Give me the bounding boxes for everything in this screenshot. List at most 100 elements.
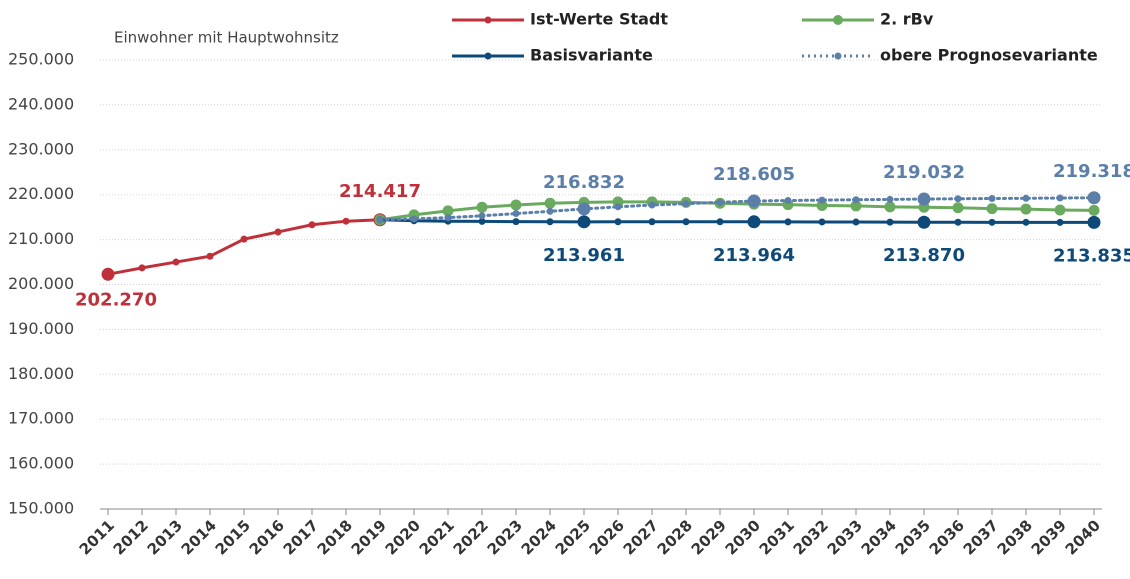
x-tick-label: 2034: [858, 516, 900, 558]
legend-label: obere Prognosevariante: [880, 46, 1098, 65]
point: [1022, 218, 1030, 226]
point: [577, 215, 591, 229]
point: [240, 235, 248, 243]
point: [747, 194, 761, 208]
series-line: [378, 218, 1096, 224]
legend-marker: [834, 52, 842, 60]
point: [917, 215, 931, 229]
x-tick-label: 2038: [994, 516, 1036, 558]
data-label: 218.605: [713, 164, 795, 185]
point: [1020, 203, 1032, 215]
point: [954, 218, 962, 226]
y-tick-label: 150.000: [8, 499, 74, 518]
point: [172, 258, 180, 266]
y-tick-label: 200.000: [8, 274, 74, 293]
point: [1022, 194, 1030, 202]
point: [206, 252, 214, 260]
data-label: 213.964: [713, 245, 795, 266]
point: [988, 195, 996, 203]
point: [1087, 191, 1101, 205]
x-tick-label: 2016: [246, 516, 288, 558]
point: [716, 218, 724, 226]
x-tick-label: 2027: [620, 516, 662, 558]
data-label: 213.835: [1053, 245, 1130, 266]
point: [308, 221, 316, 229]
point: [342, 217, 350, 225]
y-tick-label: 240.000: [8, 94, 74, 113]
point: [818, 218, 826, 226]
point: [614, 203, 622, 211]
y-axis-label: Einwohner mit Hauptwohnsitz: [114, 29, 339, 47]
x-tick-label: 2013: [144, 516, 186, 558]
x-tick-label: 2012: [110, 516, 152, 558]
legend-label: 2. rBv: [880, 10, 934, 29]
x-tick-label: 2035: [892, 516, 934, 558]
legend-label: Basisvariante: [530, 46, 653, 65]
x-tick-label: 2017: [280, 516, 322, 558]
point: [510, 199, 522, 211]
y-tick-label: 190.000: [8, 319, 74, 338]
point: [376, 216, 384, 224]
point: [577, 202, 591, 216]
point: [850, 200, 862, 212]
point: [101, 267, 115, 281]
y-tick-label: 170.000: [8, 409, 74, 428]
point: [1054, 204, 1066, 216]
x-tick-label: 2039: [1028, 516, 1070, 558]
x-tick-label: 2022: [450, 516, 492, 558]
data-label: 213.961: [543, 245, 625, 266]
x-tick-label: 2015: [212, 516, 254, 558]
point: [614, 218, 622, 226]
point: [784, 218, 792, 226]
x-tick-label: 2014: [178, 516, 220, 558]
data-label: 213.870: [883, 245, 965, 266]
point: [274, 228, 282, 236]
point: [546, 218, 554, 226]
data-label: 219.318: [1053, 161, 1130, 182]
y-tick-label: 180.000: [8, 364, 74, 383]
point: [784, 197, 792, 205]
point: [648, 201, 656, 209]
point: [747, 215, 761, 229]
point: [816, 199, 828, 211]
point: [138, 264, 146, 272]
point: [478, 212, 486, 220]
point: [1056, 194, 1064, 202]
legend-label: Ist-Werte Stadt: [530, 10, 668, 29]
y-tick-label: 250.000: [8, 50, 74, 69]
point: [852, 218, 860, 226]
x-tick-label: 2040: [1062, 516, 1104, 558]
point: [612, 196, 624, 208]
point: [818, 196, 826, 204]
point: [886, 195, 894, 203]
point: [988, 218, 996, 226]
x-tick-label: 2031: [756, 516, 798, 558]
point: [952, 202, 964, 214]
legend-marker: [484, 16, 492, 24]
point: [986, 203, 998, 215]
point: [546, 207, 554, 215]
data-label: 202.270: [75, 289, 157, 310]
x-tick-label: 2025: [552, 516, 594, 558]
x-tick-label: 2033: [824, 516, 866, 558]
series-line: [106, 218, 382, 276]
series-line: [378, 200, 1096, 222]
x-tick-label: 2030: [722, 516, 764, 558]
point: [682, 218, 690, 226]
x-tick-label: 2023: [484, 516, 526, 558]
point: [1056, 218, 1064, 226]
x-tick-label: 2018: [314, 516, 356, 558]
point: [544, 197, 556, 209]
point: [886, 218, 894, 226]
point: [682, 200, 690, 208]
point: [410, 215, 418, 223]
point: [648, 218, 656, 226]
y-tick-label: 230.000: [8, 139, 74, 158]
point: [512, 210, 520, 218]
y-tick-label: 160.000: [8, 454, 74, 473]
point: [512, 218, 520, 226]
series-line: [378, 196, 1096, 222]
x-tick-label: 2021: [416, 516, 458, 558]
point: [442, 205, 454, 217]
x-tick-label: 2026: [586, 516, 628, 558]
